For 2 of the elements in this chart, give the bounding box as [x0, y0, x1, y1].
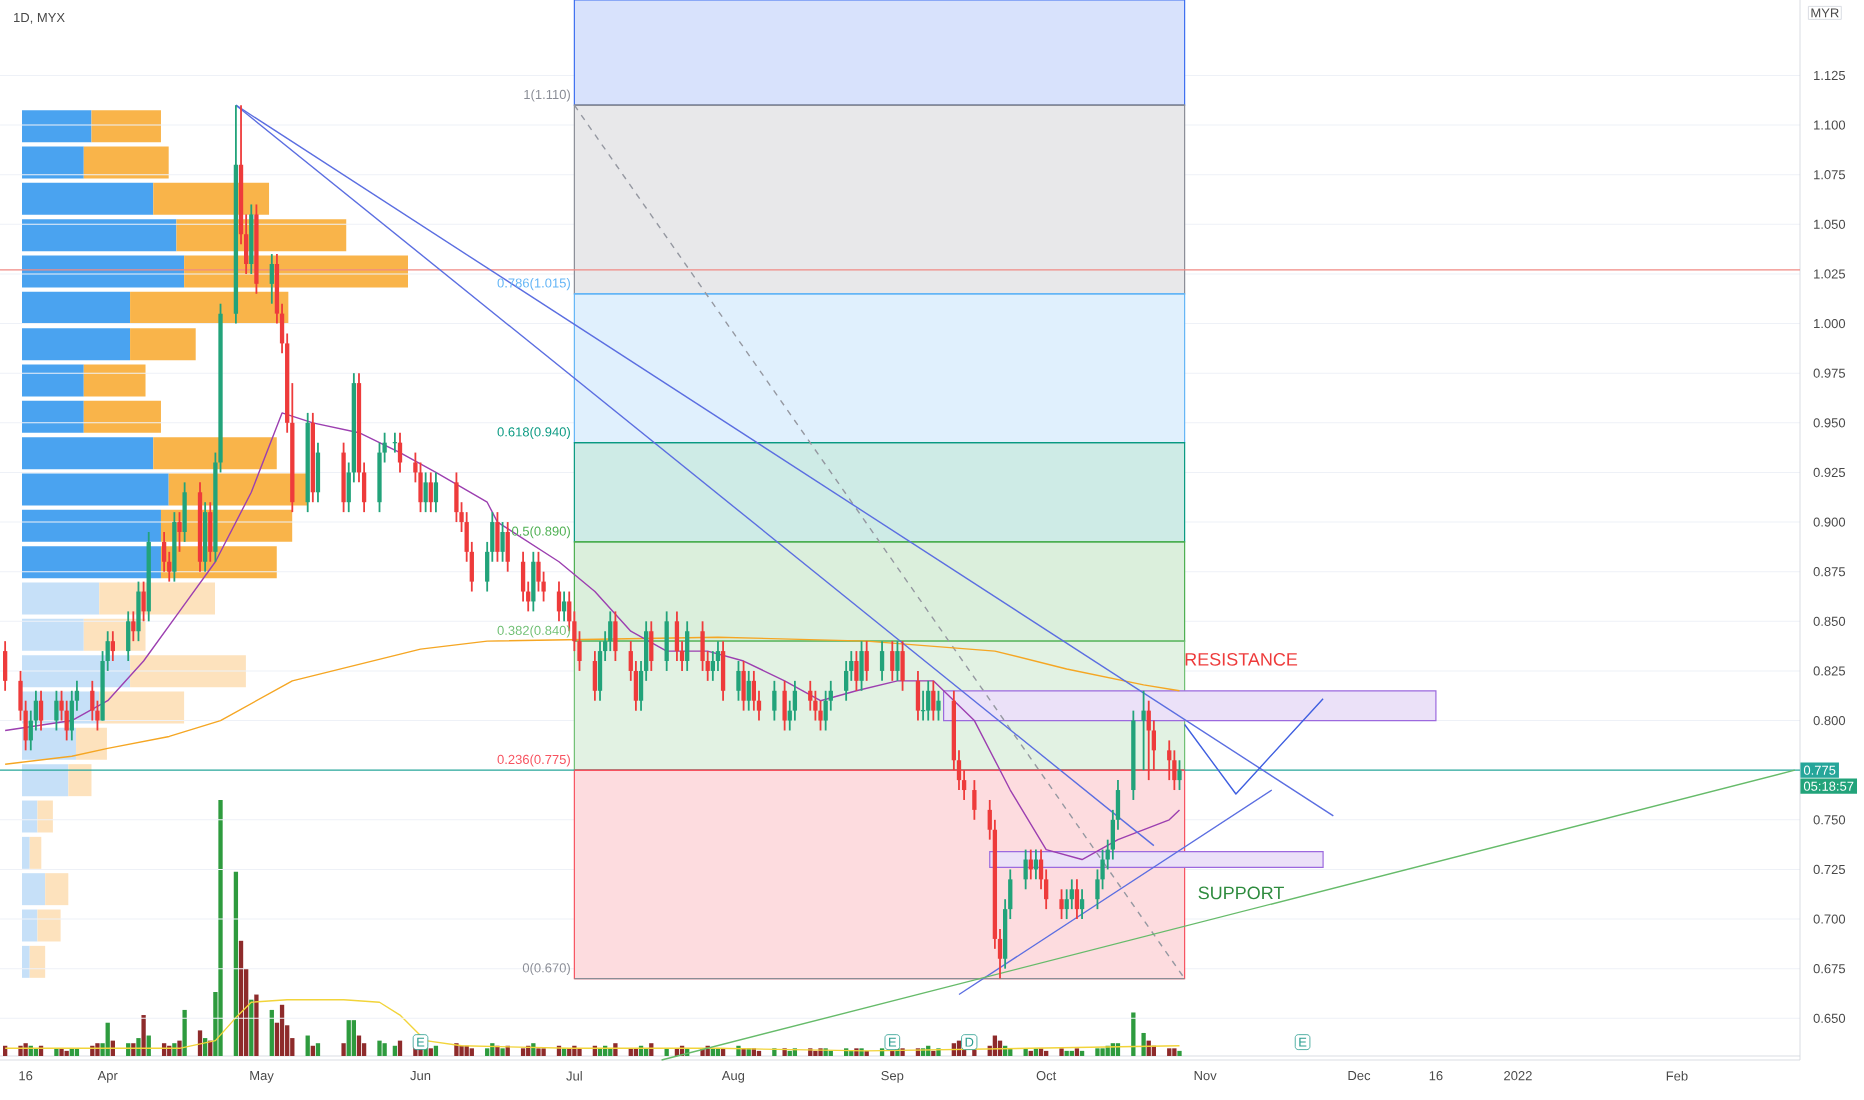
- annotation: RESISTANCE: [1185, 652, 1298, 666]
- annotation: SUPPORT: [1198, 886, 1284, 900]
